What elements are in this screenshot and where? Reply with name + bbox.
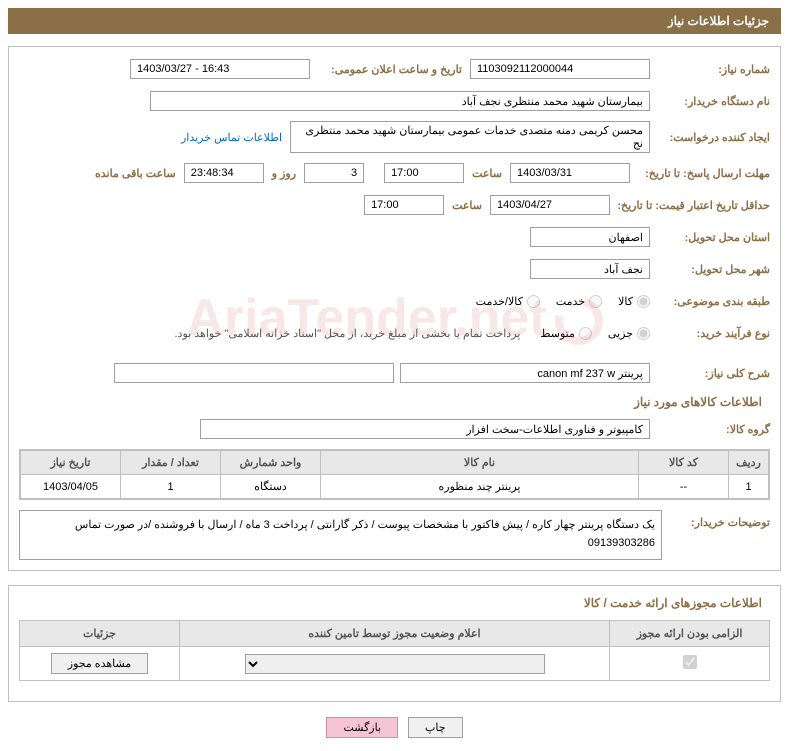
cell-date: 1403/04/05 xyxy=(21,475,121,499)
permit-required-checkbox xyxy=(683,655,697,669)
cell-name: پرینتر چند منظوره xyxy=(321,475,639,499)
remaining-days: 3 xyxy=(304,163,364,183)
main-info-panel: شماره نیاز: 1103092112000044 تاریخ و ساع… xyxy=(8,46,781,571)
permit-section-title: اطلاعات مجوزهای ارائه خدمت / کالا xyxy=(19,596,770,610)
view-permit-button[interactable]: مشاهده مجوز xyxy=(51,653,148,674)
remaining-label: ساعت باقی مانده xyxy=(87,167,184,180)
col-date: تاریخ نیاز xyxy=(21,451,121,475)
purchase-type-radio-group: جزیی متوسط xyxy=(540,327,650,340)
goods-section-title: اطلاعات کالاهای مورد نیاز xyxy=(19,395,770,409)
permit-col-details: جزئیات xyxy=(20,621,180,647)
col-qty: تعداد / مقدار xyxy=(121,451,221,475)
request-number-label: شماره نیاز: xyxy=(650,63,770,76)
description-label: شرح کلی نیاز: xyxy=(650,367,770,380)
category-label: طبقه بندی موضوعی: xyxy=(650,295,770,308)
purchase-partial-radio xyxy=(637,327,650,340)
cell-row: 1 xyxy=(729,475,769,499)
permit-row: مشاهده مجوز xyxy=(20,647,770,681)
city-label: شهر محل تحویل: xyxy=(650,263,770,276)
time-label-2: ساعت xyxy=(444,199,490,212)
buyer-name-label: نام دستگاه خریدار: xyxy=(650,95,770,108)
province-value: اصفهان xyxy=(530,227,650,247)
purchase-type-label: نوع فرآیند خرید: xyxy=(650,327,770,340)
permit-col-status: اعلام وضعیت مجوز توسط تامین کننده xyxy=(180,621,610,647)
permit-status-select[interactable] xyxy=(245,654,545,674)
cell-code: -- xyxy=(639,475,729,499)
table-row: 1 -- پرینتر چند منظوره دستگاه 1 1403/04/… xyxy=(21,475,769,499)
goods-group-value: کامپیوتر و فناوری اطلاعات-سخت افزار xyxy=(200,419,650,439)
payment-note: پرداخت تمام یا بخشی از مبلغ خرید، از محل… xyxy=(175,327,541,340)
purchase-medium-radio xyxy=(579,327,592,340)
province-label: استان محل تحویل: xyxy=(650,231,770,244)
response-deadline-time: 17:00 xyxy=(384,163,464,183)
page-title: جزئیات اطلاعات نیاز xyxy=(668,14,769,28)
description-value: پرینتر canon mf 237 w xyxy=(400,363,650,383)
permit-panel: اطلاعات مجوزهای ارائه خدمت / کالا الزامی… xyxy=(8,585,781,702)
announce-date-value: 1403/03/27 - 16:43 xyxy=(130,59,310,79)
remaining-time: 23:48:34 xyxy=(184,163,264,183)
response-deadline-date: 1403/03/31 xyxy=(510,163,630,183)
purchase-partial-label: جزیی xyxy=(608,327,633,340)
price-validity-date: 1403/04/27 xyxy=(490,195,610,215)
category-goods-label: کالا xyxy=(618,295,633,308)
col-name: نام کالا xyxy=(321,451,639,475)
announce-date-label: تاریخ و ساعت اعلان عمومی: xyxy=(310,63,470,76)
buyer-desc-label: توضیحات خریدار: xyxy=(670,510,770,529)
days-label: روز و xyxy=(264,167,304,180)
city-value: نجف آباد xyxy=(530,259,650,279)
category-radio-group: کالا خدمت کالا/خدمت xyxy=(476,295,650,308)
col-row: ردیف xyxy=(729,451,769,475)
buyer-contact-link[interactable]: اطلاعات تماس خریدار xyxy=(173,131,290,144)
category-service-label: خدمت xyxy=(556,295,585,308)
description-extra xyxy=(114,363,394,383)
print-button[interactable]: چاپ xyxy=(408,717,463,738)
category-both-label: کالا/خدمت xyxy=(476,295,523,308)
footer-buttons: چاپ بازگشت xyxy=(8,717,781,743)
col-unit: واحد شمارش xyxy=(221,451,321,475)
category-both-radio xyxy=(527,295,540,308)
category-service-radio xyxy=(589,295,602,308)
price-validity-time: 17:00 xyxy=(364,195,444,215)
purchase-medium-label: متوسط xyxy=(540,327,575,340)
col-code: کد کالا xyxy=(639,451,729,475)
creator-label: ایجاد کننده درخواست: xyxy=(650,131,770,144)
buyer-desc-box: یک دستگاه پرینتر چهار کاره / پیش فاکتور … xyxy=(19,510,662,560)
goods-group-label: گروه کالا: xyxy=(650,423,770,436)
request-number-value: 1103092112000044 xyxy=(470,59,650,79)
category-goods-radio xyxy=(637,295,650,308)
page-header: جزئیات اطلاعات نیاز xyxy=(8,8,781,34)
back-button[interactable]: بازگشت xyxy=(326,717,398,738)
time-label-1: ساعت xyxy=(464,167,510,180)
cell-qty: 1 xyxy=(121,475,221,499)
creator-value: محسن کریمی دمنه متصدی خدمات عمومی بیمارس… xyxy=(290,121,650,153)
response-deadline-label: مهلت ارسال پاسخ: تا تاریخ: xyxy=(630,167,770,180)
permit-table: الزامی بودن ارائه مجوز اعلام وضعیت مجوز … xyxy=(19,620,770,681)
goods-table: ردیف کد کالا نام کالا واحد شمارش تعداد /… xyxy=(19,449,770,500)
buyer-name-value: بیمارستان شهید محمد منتظری نجف آباد xyxy=(150,91,650,111)
price-validity-label: حداقل تاریخ اعتبار قیمت: تا تاریخ: xyxy=(610,199,770,212)
permit-col-required: الزامی بودن ارائه مجوز xyxy=(610,621,770,647)
cell-unit: دستگاه xyxy=(221,475,321,499)
